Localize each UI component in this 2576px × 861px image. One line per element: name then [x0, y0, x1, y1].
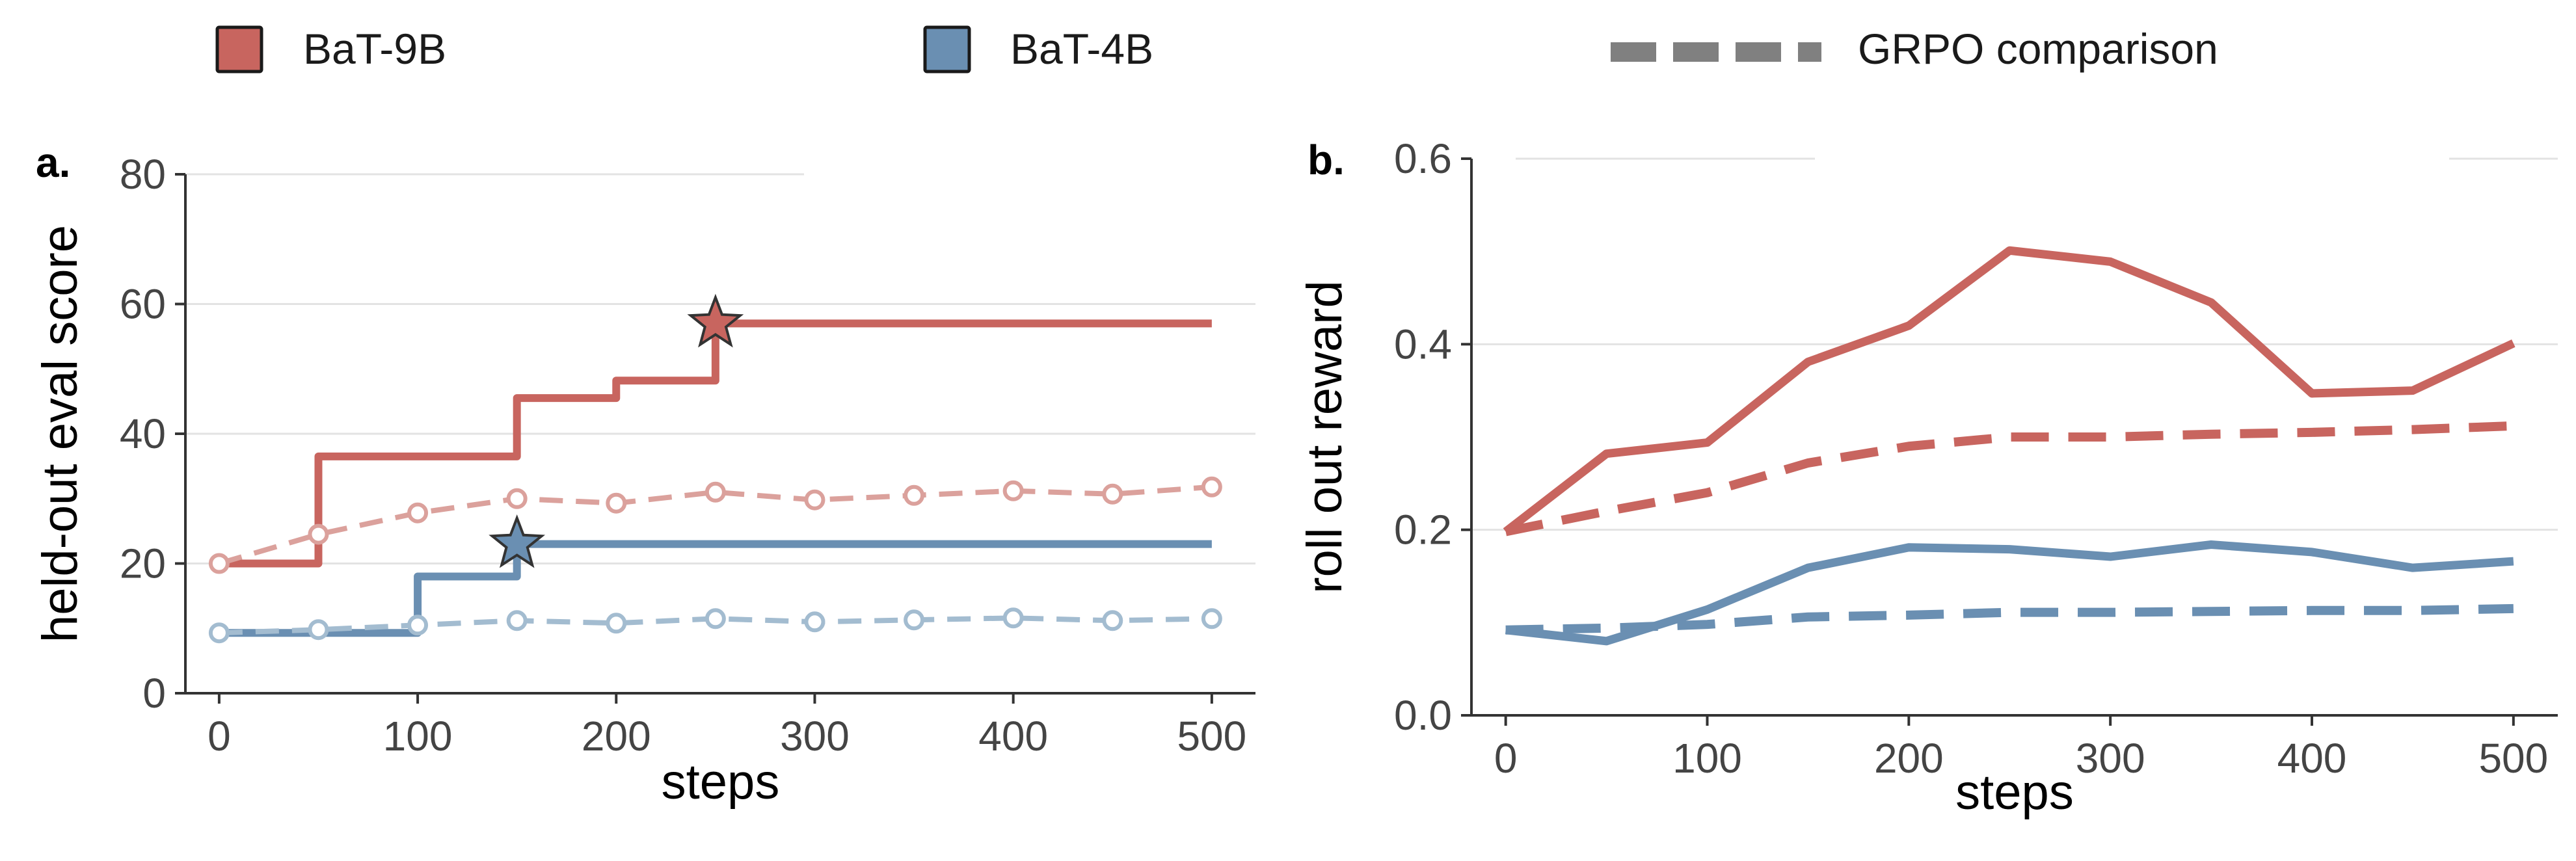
panel-a-y-tick-label: 60: [120, 281, 166, 328]
panel-a-y-tick-label: 40: [120, 410, 166, 457]
panel-a-point-bat9b_eval: [1102, 483, 1123, 505]
panel-a-held-out-eval: a. 0 20 40 60 80 0 100 200 300 400 500 steps held-out…: [33, 139, 1255, 810]
panel-a-point-bat9b_eval: [704, 481, 726, 503]
panel-a-x-tick-label: 100: [383, 713, 453, 760]
panel-a-point-bat4b_eval: [606, 613, 627, 634]
panel-a-x-tick-label: 500: [1177, 713, 1246, 760]
panel-a-point-bat4b_eval: [704, 608, 726, 629]
panel-a-point-bat9b_eval: [308, 523, 329, 545]
legend-swatch-bat9b: [215, 25, 263, 73]
panel-a-point-bat9b_eval: [1002, 480, 1024, 501]
panel-a-y-axis-title: held-out eval score: [33, 225, 88, 642]
panel-b-letter: b.: [1308, 137, 1345, 183]
panel-b-roll-out-reward: b. 0.0 0.2 0.4 0.6 0 100 200 300 400 500 steps roll …: [1297, 135, 2558, 820]
panel-a-y-tick-label: 20: [120, 540, 166, 587]
panel-b-y-tick-label: 0.0: [1394, 692, 1452, 739]
panel-a-point-bat4b_eval: [904, 609, 925, 631]
panel-b-x-tick-label: 500: [2478, 735, 2548, 782]
panel-b-series-grpo_4b_reward: [1505, 603, 2514, 635]
panel-a-best-star-bat4b_best: [489, 514, 546, 568]
panel-b-x-tick-label: 100: [1672, 735, 1742, 782]
panel-b-series-bat9b_reward: [1503, 246, 2516, 535]
panel-b-x-tick-label: 200: [1874, 735, 1944, 782]
legend-label-bat9b: BaT-9B: [303, 25, 446, 73]
panel-a-point-bat9b_eval: [407, 502, 429, 523]
panel-a-y-tick-label: 0: [142, 670, 166, 717]
legend-label-grpo: GRPO comparison: [1858, 25, 2218, 73]
panel-a-point-bat9b_eval: [1201, 476, 1222, 497]
panel-b-x-tick-label: 0: [1494, 735, 1518, 782]
panel-a-x-tick-label: 400: [978, 713, 1048, 760]
panel-a-point-bat4b_eval: [1102, 610, 1123, 631]
panel-a-series-bat4b_best: [219, 540, 1212, 637]
panel-b-x-axis-title: steps: [1955, 765, 2074, 820]
panel-a-point-bat9b_eval: [506, 488, 528, 509]
legend: BaT-9B BaT-4B GRPO comparison: [215, 25, 2218, 73]
panel-a-point-bat4b_eval: [506, 610, 528, 631]
panel-a-y-tick-label: 80: [120, 151, 166, 198]
panel-a-best-star-bat9b_best: [687, 293, 744, 348]
legend-swatch-bat4b: [923, 25, 971, 73]
panel-b-y-tick-label: 0.6: [1394, 135, 1452, 182]
panel-a-point-bat4b_eval: [407, 615, 429, 636]
panel-b-y-tick-label: 0.4: [1394, 321, 1452, 367]
panel-a-x-tick-label: 300: [780, 713, 850, 760]
panel-a-point-bat4b_eval: [804, 611, 825, 633]
panel-a-series-bat9b_best: [219, 319, 1212, 568]
panel-a-letter: a.: [36, 139, 70, 186]
panel-a-point-bat9b_eval: [606, 492, 627, 514]
panel-b-series-bat4b_reward: [1505, 540, 2514, 646]
panel-a-point-bat4b_eval: [308, 619, 329, 641]
panel-a-point-bat4b_eval: [1002, 607, 1024, 629]
panel-b-series-grpo_9b_reward: [1505, 421, 2514, 536]
panel-a-x-tick-label: 200: [582, 713, 651, 760]
panel-a-x-tick-label: 0: [208, 713, 231, 760]
panel-a-point-bat9b_eval: [804, 489, 825, 510]
panel-a-point-bat9b_eval: [208, 553, 230, 574]
panel-b-x-tick-label: 400: [2277, 735, 2347, 782]
panel-a-x-axis-title: steps: [662, 754, 780, 810]
panel-b-x-tick-label: 300: [2076, 735, 2145, 782]
panel-a-point-bat4b_eval: [1201, 608, 1222, 629]
panel-a-point-bat9b_eval: [904, 484, 925, 506]
panel-a-point-bat4b_eval: [208, 622, 230, 644]
legend-label-bat4b: BaT-4B: [1010, 25, 1153, 73]
panel-b-y-axis-title: roll out reward: [1297, 280, 1352, 594]
panel-b-y-tick-label: 0.2: [1394, 507, 1452, 553]
